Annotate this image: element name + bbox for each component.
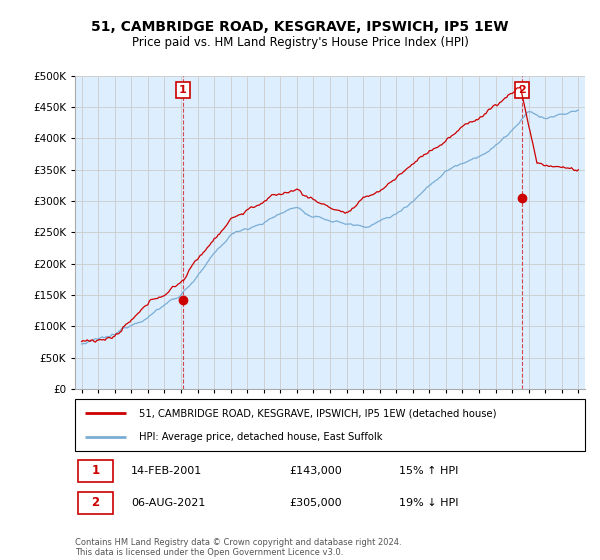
Text: 2: 2 — [91, 496, 100, 510]
Text: HPI: Average price, detached house, East Suffolk: HPI: Average price, detached house, East… — [139, 432, 382, 442]
Text: Contains HM Land Registry data © Crown copyright and database right 2024.
This d: Contains HM Land Registry data © Crown c… — [75, 538, 401, 557]
FancyBboxPatch shape — [75, 399, 585, 451]
Text: 06-AUG-2021: 06-AUG-2021 — [131, 498, 205, 508]
Text: 2: 2 — [518, 85, 526, 95]
Text: 19% ↓ HPI: 19% ↓ HPI — [399, 498, 458, 508]
FancyBboxPatch shape — [77, 460, 113, 482]
Text: £143,000: £143,000 — [289, 466, 342, 476]
Text: 51, CAMBRIDGE ROAD, KESGRAVE, IPSWICH, IP5 1EW: 51, CAMBRIDGE ROAD, KESGRAVE, IPSWICH, I… — [91, 20, 509, 34]
FancyBboxPatch shape — [77, 492, 113, 514]
Text: 1: 1 — [179, 85, 187, 95]
Text: 15% ↑ HPI: 15% ↑ HPI — [399, 466, 458, 476]
Text: £305,000: £305,000 — [289, 498, 342, 508]
Text: 14-FEB-2001: 14-FEB-2001 — [131, 466, 202, 476]
Text: 51, CAMBRIDGE ROAD, KESGRAVE, IPSWICH, IP5 1EW (detached house): 51, CAMBRIDGE ROAD, KESGRAVE, IPSWICH, I… — [139, 408, 496, 418]
Text: Price paid vs. HM Land Registry's House Price Index (HPI): Price paid vs. HM Land Registry's House … — [131, 36, 469, 49]
Text: 1: 1 — [91, 464, 100, 478]
